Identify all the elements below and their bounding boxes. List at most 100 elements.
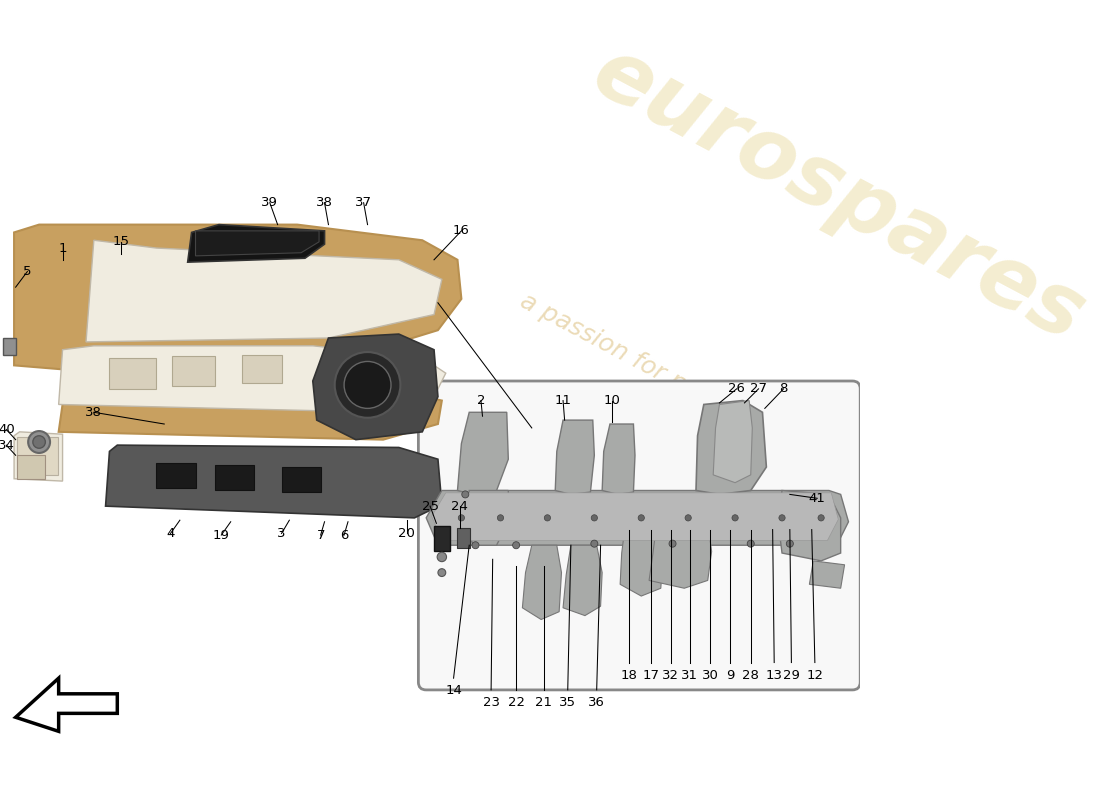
Polygon shape [14,432,63,481]
Text: 13: 13 [766,669,783,682]
Text: 23: 23 [483,696,499,709]
Text: 15: 15 [112,235,130,248]
Polygon shape [465,490,508,546]
Text: 37: 37 [355,196,372,210]
Text: 32: 32 [662,669,680,682]
Text: 24: 24 [451,500,469,513]
Text: 4: 4 [166,527,175,540]
Polygon shape [196,231,319,256]
Polygon shape [86,240,442,342]
Bar [242,355,282,383]
Circle shape [591,540,598,547]
Polygon shape [312,334,438,440]
Text: 41: 41 [808,492,826,505]
Text: 20: 20 [398,527,415,540]
Bar [282,467,320,492]
Text: 30: 30 [702,669,718,682]
Circle shape [732,514,738,521]
Polygon shape [602,424,635,494]
Circle shape [513,542,519,549]
Circle shape [437,552,447,562]
Bar [18,438,58,475]
Text: 12: 12 [806,669,824,682]
Text: 5: 5 [23,265,32,278]
Circle shape [438,569,446,577]
Circle shape [462,491,469,498]
Text: 28: 28 [742,669,759,682]
Text: 18: 18 [620,669,637,682]
Polygon shape [14,225,461,377]
Polygon shape [15,678,118,731]
Text: 27: 27 [750,382,767,395]
Text: 34: 34 [0,438,14,452]
Text: 7: 7 [317,529,324,542]
Text: 2: 2 [476,394,485,407]
Polygon shape [188,225,324,262]
Text: eurospares: eurospares [579,31,1099,360]
Circle shape [591,514,597,521]
Polygon shape [649,522,712,588]
Polygon shape [431,493,838,541]
Circle shape [334,352,400,418]
Circle shape [747,540,755,547]
Bar [458,528,470,547]
Text: 38: 38 [86,406,102,418]
Text: a passion for parts since 1985: a passion for parts since 1985 [516,289,861,488]
Text: 25: 25 [421,500,439,513]
Bar [3,338,15,355]
Bar [172,356,216,386]
Circle shape [685,514,691,521]
Bar [156,463,196,488]
Text: 19: 19 [213,529,230,542]
Polygon shape [522,546,561,619]
FancyBboxPatch shape [418,381,860,690]
Bar [110,358,156,389]
Polygon shape [106,445,442,518]
Text: 8: 8 [780,382,788,395]
Polygon shape [713,401,752,482]
Circle shape [544,514,550,521]
Bar [216,466,254,490]
Polygon shape [778,490,840,561]
Circle shape [638,514,645,521]
Text: 35: 35 [559,696,576,709]
Text: 1: 1 [58,242,67,254]
Text: 26: 26 [728,382,745,395]
Text: 16: 16 [453,224,470,238]
Circle shape [818,514,824,521]
Circle shape [786,540,793,547]
Bar [18,455,45,478]
Circle shape [669,540,676,547]
Text: 39: 39 [262,196,278,210]
Circle shape [779,514,785,521]
Polygon shape [58,389,442,440]
Circle shape [344,362,390,408]
Polygon shape [58,346,446,412]
Text: 38: 38 [316,196,333,210]
Polygon shape [563,546,602,616]
Polygon shape [620,522,663,596]
Text: 29: 29 [783,669,800,682]
Polygon shape [810,561,845,588]
Polygon shape [696,401,767,494]
Circle shape [472,542,478,549]
Text: 6: 6 [340,529,349,542]
Text: 14: 14 [446,685,462,698]
Circle shape [29,431,50,453]
Polygon shape [556,420,594,494]
Text: 40: 40 [0,423,14,436]
Circle shape [497,514,504,521]
Text: 3: 3 [277,527,286,540]
Bar [434,526,450,550]
Text: 36: 36 [588,696,605,709]
Polygon shape [458,412,508,494]
Text: 22: 22 [507,696,525,709]
Text: 9: 9 [726,669,735,682]
Circle shape [459,514,464,521]
Text: 11: 11 [554,394,572,407]
Text: 21: 21 [535,696,552,709]
Text: 17: 17 [642,669,659,682]
Text: 31: 31 [681,669,698,682]
Circle shape [33,436,45,448]
Text: 10: 10 [603,394,620,407]
